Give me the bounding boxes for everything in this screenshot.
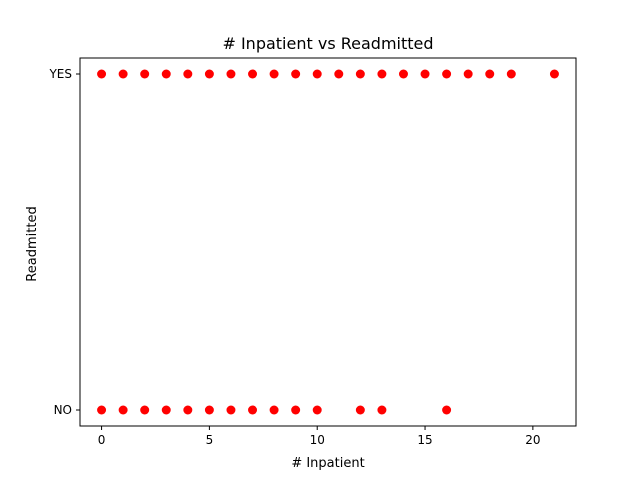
data-point (442, 405, 452, 415)
data-point (549, 69, 559, 79)
x-tick-label: 0 (98, 433, 106, 447)
data-point (398, 69, 408, 79)
data-point (204, 405, 214, 415)
x-tick-label: 20 (525, 433, 540, 447)
x-tick-label: 10 (310, 433, 325, 447)
data-point (485, 69, 495, 79)
data-point (377, 405, 387, 415)
x-axis: 0 5 10 15 20 (98, 426, 541, 447)
data-point (377, 69, 387, 79)
data-point (269, 69, 279, 79)
data-point (118, 69, 128, 79)
x-axis-label: # Inpatient (291, 456, 364, 471)
data-point (442, 69, 452, 79)
data-point (312, 405, 322, 415)
data-point (420, 69, 430, 79)
data-point (312, 69, 322, 79)
data-point (291, 405, 301, 415)
data-point (204, 69, 214, 79)
plot-area (79, 57, 577, 427)
data-point (161, 405, 171, 415)
data-point (183, 405, 193, 415)
y-axis-label: Readmitted (25, 206, 40, 281)
y-tick-label: YES (48, 67, 72, 81)
data-point (118, 405, 128, 415)
data-point (269, 405, 279, 415)
x-tick-label: 5 (206, 433, 214, 447)
data-point (183, 69, 193, 79)
y-tick-label: NO (54, 403, 72, 417)
y-axis: NO YES (48, 67, 80, 417)
data-point (355, 405, 365, 415)
data-point (140, 405, 150, 415)
data-point (226, 69, 236, 79)
data-point (334, 69, 344, 79)
data-point (506, 69, 516, 79)
data-point (161, 69, 171, 79)
data-point (140, 69, 150, 79)
data-point (248, 69, 258, 79)
plot-frame (79, 57, 577, 427)
data-point (291, 69, 301, 79)
chart-title: # Inpatient vs Readmitted (222, 34, 433, 53)
data-point (226, 405, 236, 415)
data-point (248, 405, 258, 415)
data-point (97, 69, 107, 79)
data-point (463, 69, 473, 79)
data-point (355, 69, 365, 79)
x-tick-label: 15 (417, 433, 432, 447)
data-point (97, 405, 107, 415)
